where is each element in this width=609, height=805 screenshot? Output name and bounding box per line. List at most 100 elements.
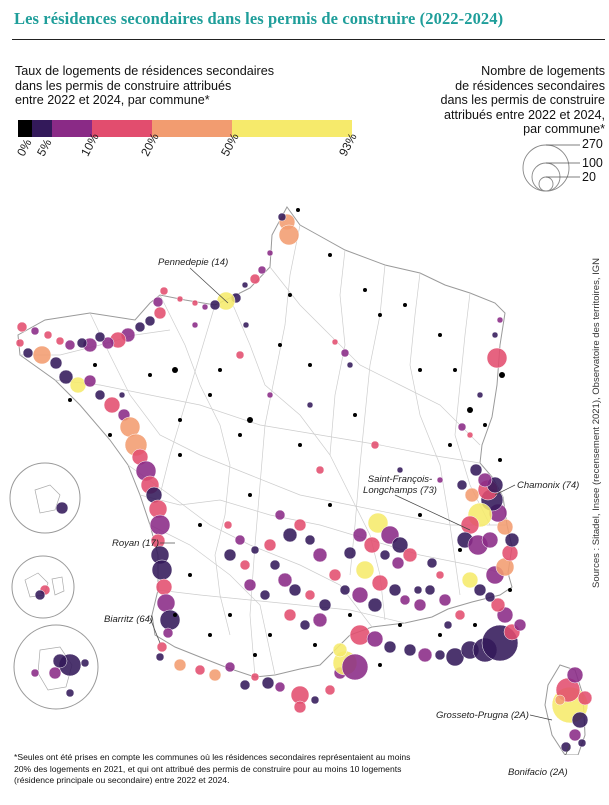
commune-bubble <box>332 642 348 658</box>
commune-bubble <box>268 633 272 637</box>
commune-bubble <box>243 578 257 592</box>
commune-bubble <box>32 345 52 365</box>
commune-bubble <box>277 212 287 222</box>
commune-bubble <box>418 368 422 372</box>
commune-bubble <box>454 609 466 621</box>
commune-bubble <box>178 453 182 457</box>
commune-bubble <box>194 664 206 676</box>
commune-bubble <box>156 641 168 653</box>
commune-bubble <box>118 391 126 399</box>
label-saint-francois: Saint-François-Longchamps (73) <box>363 474 437 496</box>
size-legend-line: dans les permis de construire <box>440 93 606 107</box>
commune-bubble <box>144 315 156 327</box>
commune-bubble <box>159 286 169 296</box>
commune-bubble <box>306 401 314 409</box>
commune-bubble <box>48 666 62 680</box>
commune-bubble <box>208 393 212 397</box>
commune-bubble <box>504 532 520 548</box>
commune-bubble <box>65 688 75 698</box>
commune-bubble <box>343 546 357 560</box>
commune-bubble <box>341 653 369 681</box>
commune-bubble <box>476 391 484 399</box>
commune-bubble <box>499 372 505 378</box>
commune-bubble <box>498 458 502 462</box>
commune-bubble <box>278 224 300 246</box>
commune-bubble <box>55 336 65 346</box>
commune-bubble <box>435 570 445 580</box>
commune-bubble <box>399 594 411 606</box>
commune-bubble <box>402 547 418 563</box>
color-legend-line: Taux de logements de résidences secondai… <box>15 64 275 78</box>
label-chamonix: Chamonix (74) <box>517 480 580 491</box>
commune-bubble <box>379 549 391 561</box>
color-legend-title: Taux de logements de résidences secondai… <box>15 64 315 108</box>
commune-bubble <box>312 612 328 628</box>
commune-bubble <box>239 559 251 571</box>
commune-bubble <box>239 679 251 691</box>
commune-bubble <box>363 536 381 554</box>
commune-bubble <box>501 544 519 562</box>
commune-bubble <box>34 589 46 601</box>
commune-bubble <box>228 613 232 617</box>
commune-bubble <box>274 681 286 693</box>
commune-bubble <box>473 623 477 627</box>
color-segment-5 <box>232 120 352 137</box>
commune-bubble <box>370 440 380 450</box>
commune-bubble <box>363 288 367 292</box>
commune-bubble <box>173 613 177 617</box>
commune-bubble <box>383 640 397 654</box>
commune-bubble <box>250 672 260 682</box>
commune-bubble <box>366 630 384 648</box>
commune-bubble <box>413 585 423 595</box>
commune-bubble <box>367 512 389 534</box>
title-rule <box>12 39 605 40</box>
commune-bubble <box>223 548 237 562</box>
commune-bubble <box>349 624 371 646</box>
commune-bubble <box>191 321 199 329</box>
commune-bubble <box>453 368 457 372</box>
commune-bubble <box>296 208 300 212</box>
commune-bubble <box>288 293 292 297</box>
commune-bubble <box>367 597 383 613</box>
france-outline <box>17 206 513 678</box>
commune-bubble <box>298 443 302 447</box>
commune-bubble <box>249 273 261 285</box>
commune-bubble <box>191 299 199 307</box>
commune-bubble <box>176 295 184 303</box>
commune-bubble <box>481 531 499 549</box>
commune-bubble <box>80 658 90 668</box>
commune-bubble <box>424 584 436 596</box>
commune-bubble <box>438 633 442 637</box>
commune-bubble <box>513 618 527 632</box>
commune-bubble <box>52 653 68 669</box>
commune-bubble <box>159 609 181 631</box>
commune-bubble <box>436 476 444 484</box>
commune-bubble <box>69 376 87 394</box>
commune-bubble <box>235 350 245 360</box>
commune-bubble <box>398 623 402 627</box>
commune-bubble <box>324 684 336 696</box>
size-legend-title: Nombre de logements de résidences second… <box>395 64 606 137</box>
commune-bubble <box>266 249 274 257</box>
commune-bubble <box>328 253 332 257</box>
commune-bubble <box>223 520 233 530</box>
label-royan: Royan (17) <box>112 538 159 549</box>
commune-bubble <box>261 676 275 690</box>
commune-bubble <box>413 598 427 612</box>
size-legend-line: de résidences secondaires <box>455 78 605 93</box>
commune-bubble <box>458 548 462 552</box>
commune-bubbles <box>15 208 593 753</box>
commune-bubble <box>508 588 512 592</box>
commune-bubble <box>308 363 312 367</box>
commune-bubble <box>93 363 97 367</box>
commune-bubble <box>156 593 176 613</box>
commune-bubble <box>348 613 352 617</box>
commune-bubble <box>250 545 260 555</box>
commune-bubble <box>218 368 222 372</box>
commune-bubble <box>293 700 307 714</box>
department-borders <box>20 224 511 678</box>
inset-reunion <box>9 462 81 534</box>
commune-bubble <box>68 398 72 402</box>
color-tick-label: 0% <box>14 136 35 159</box>
commune-bubble <box>58 369 74 385</box>
